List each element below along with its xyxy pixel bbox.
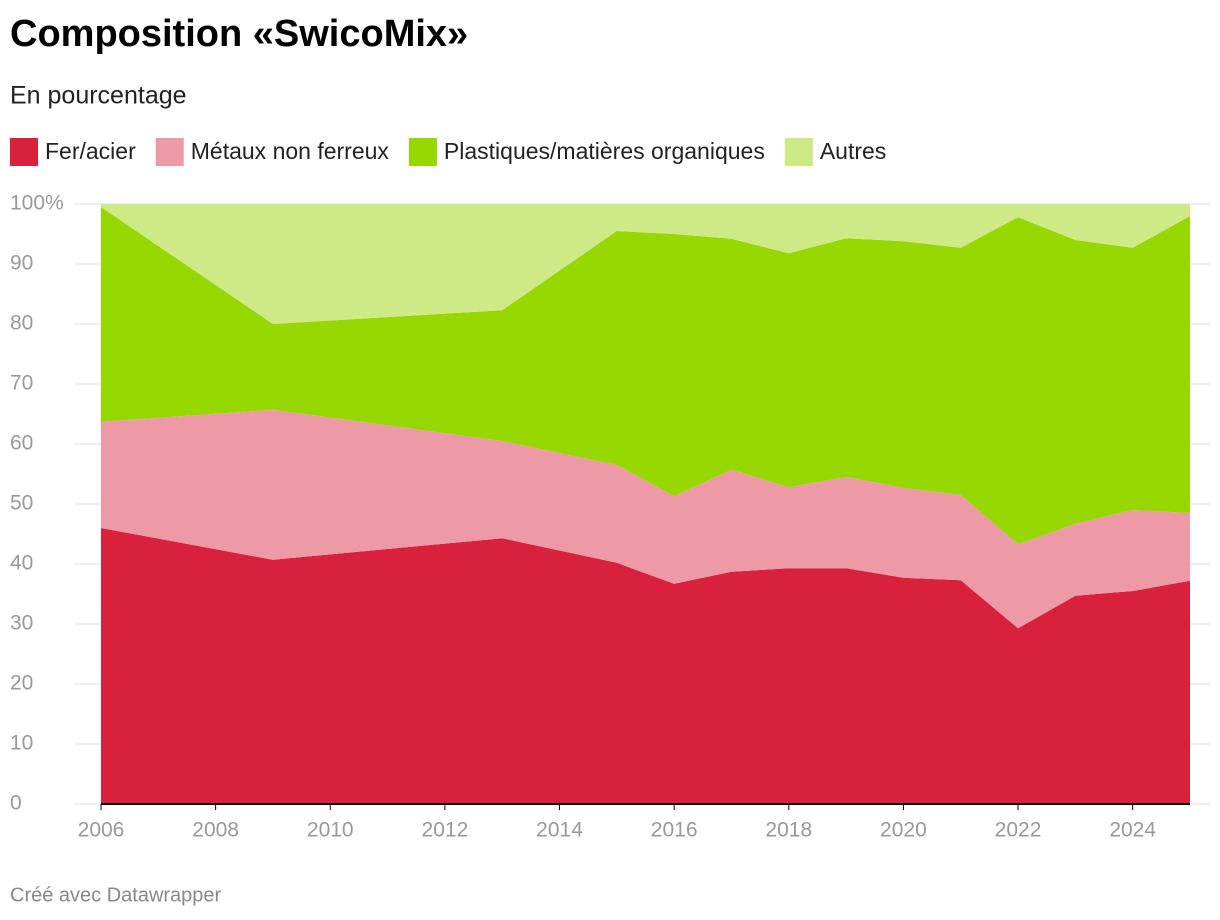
x-tick-label: 2020 bbox=[880, 819, 927, 842]
x-tick-label: 2006 bbox=[78, 819, 125, 842]
y-tick-label: 80 bbox=[10, 312, 33, 335]
x-tick-label: 2018 bbox=[765, 819, 812, 842]
chart-subtitle: En pourcentage bbox=[10, 82, 187, 110]
x-tick-label: 2012 bbox=[422, 819, 469, 842]
area bbox=[101, 204, 1190, 324]
legend-label: Autres bbox=[820, 138, 886, 164]
y-tick-label: 100% bbox=[10, 192, 64, 215]
legend-swatch bbox=[784, 138, 813, 166]
x-tick-label: 2016 bbox=[651, 819, 698, 842]
x-tick-label: 2014 bbox=[536, 819, 583, 842]
legend-swatch bbox=[155, 138, 184, 166]
x-tick-label: 2010 bbox=[307, 819, 354, 842]
x-tick-label: 2008 bbox=[192, 819, 239, 842]
legend-swatch bbox=[10, 138, 38, 166]
legend-swatch bbox=[408, 138, 437, 166]
x-tick-label: 2022 bbox=[995, 819, 1042, 842]
x-tick-label: 2024 bbox=[1109, 819, 1156, 842]
legend-label: Métaux non ferreux bbox=[191, 138, 390, 164]
y-tick-label: 70 bbox=[10, 372, 33, 395]
y-tick-label: 40 bbox=[10, 552, 33, 575]
legend-label: Plastiques/matières organiques bbox=[444, 138, 765, 164]
legend-label: Fer/acier bbox=[45, 138, 136, 164]
area bbox=[101, 207, 1190, 545]
y-tick-label: 10 bbox=[10, 732, 33, 755]
y-tick-label: 60 bbox=[10, 432, 33, 455]
area bbox=[101, 409, 1190, 629]
y-tick-label: 50 bbox=[10, 492, 33, 515]
y-tick-label: 90 bbox=[10, 252, 33, 275]
y-tick-label: 30 bbox=[10, 612, 33, 635]
y-tick-label: 20 bbox=[10, 672, 33, 695]
chart-title: Composition «SwicoMix» bbox=[10, 13, 468, 55]
y-tick-label: 0 bbox=[10, 792, 22, 815]
footer: Créé avec Datawrapper bbox=[10, 884, 222, 906]
area bbox=[101, 528, 1190, 804]
